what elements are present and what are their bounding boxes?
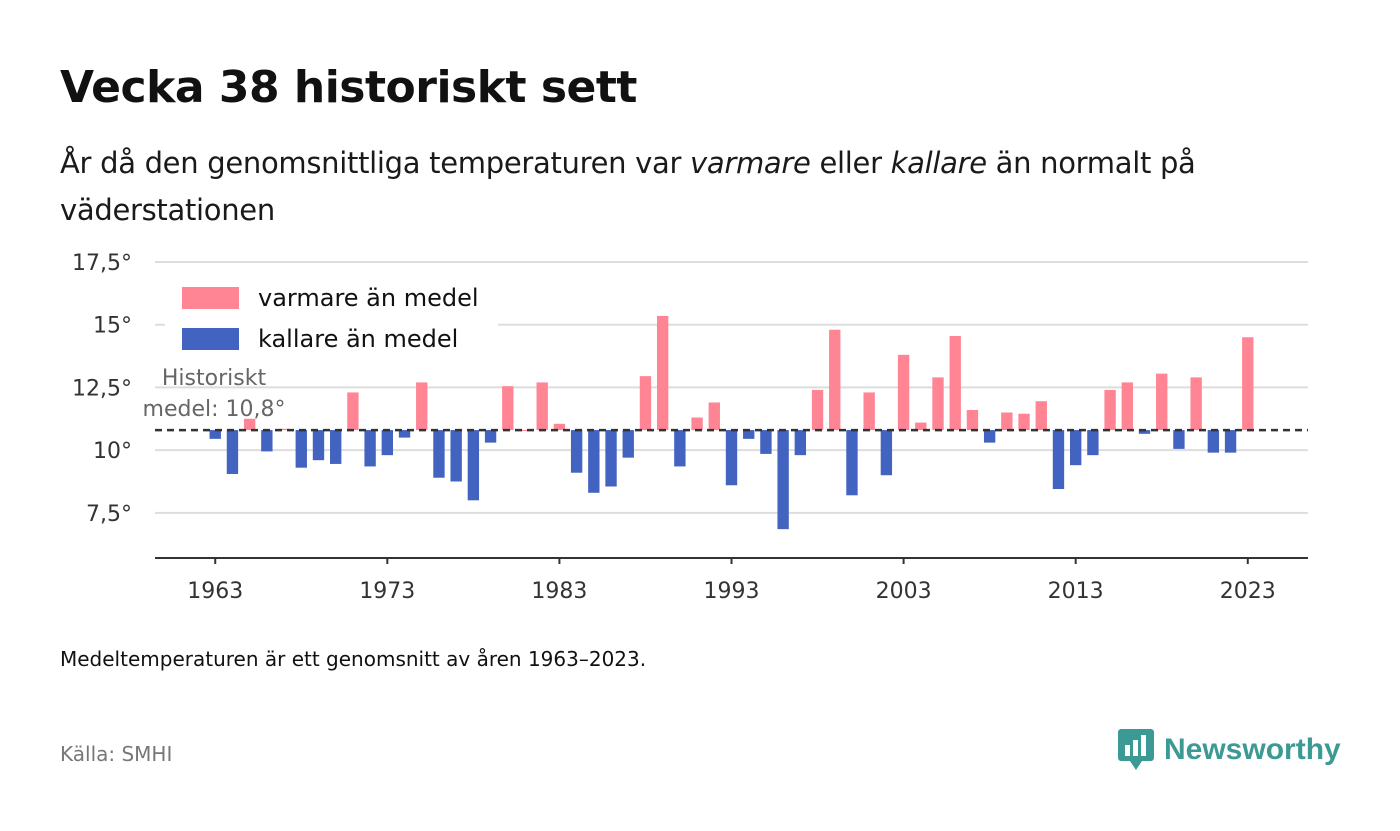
bar-cold — [467, 430, 480, 501]
bar-cold — [570, 430, 583, 473]
bar-warm — [416, 382, 428, 431]
bar-warm — [278, 428, 290, 431]
bar-warm — [1190, 377, 1202, 431]
bar-cold — [484, 430, 497, 443]
bar-warm — [1121, 382, 1133, 431]
bar-warm — [932, 377, 944, 431]
bar-cold — [846, 430, 858, 496]
legend-swatch-warm — [182, 287, 239, 309]
y-tick-label: 17,5° — [72, 251, 132, 276]
chart-source: Källa: SMHI — [60, 742, 173, 766]
bar-warm — [897, 354, 910, 431]
x-tick-label: 2003 — [876, 579, 932, 604]
x-tick-label: 1983 — [531, 579, 587, 604]
bar-warm — [1242, 337, 1254, 431]
legend-label-warm: varmare än medel — [258, 284, 479, 312]
bar-cold — [433, 430, 445, 478]
bar-cold — [398, 430, 411, 438]
bar-cold — [743, 430, 755, 439]
x-tick-label: 1973 — [359, 579, 415, 604]
subtitle-cold-word: kallare — [890, 146, 987, 180]
bar-warm — [347, 392, 359, 431]
bar-cold — [1070, 430, 1082, 466]
subtitle-text-1: År då den genomsnittliga temperaturen va… — [60, 146, 691, 180]
bar-warm — [656, 315, 669, 431]
chart-subtitle: År då den genomsnittliga temperaturen va… — [60, 140, 1310, 234]
bar-cold — [381, 430, 393, 456]
bar-cold — [1052, 430, 1065, 490]
bar-warm — [639, 376, 652, 431]
brand-name: Newsworthy — [1164, 733, 1341, 766]
bar-cold — [209, 430, 221, 439]
bar-warm — [1104, 389, 1116, 431]
bar-cold — [588, 430, 600, 493]
chart-footnote: Medeltemperaturen är ett genomsnitt av å… — [60, 647, 647, 671]
newsworthy-logo-icon — [1118, 729, 1154, 770]
bar-cold — [760, 430, 772, 454]
bar-warm — [1156, 373, 1168, 431]
bar-warm — [1001, 412, 1013, 431]
bar-cold — [1138, 430, 1151, 434]
bar-warm — [519, 430, 531, 432]
bar-warm — [536, 382, 548, 431]
subtitle-text-3: än normalt på väderstationen — [60, 146, 1196, 227]
legend-label-cold: kallare än medel — [258, 325, 458, 353]
bar-warm — [915, 422, 927, 431]
bar-cold — [674, 430, 686, 467]
y-tick-label: 15° — [93, 314, 132, 339]
x-tick-label: 2013 — [1048, 579, 1104, 604]
bar-cold — [777, 430, 789, 530]
bar-cold — [880, 430, 893, 476]
bar-warm — [243, 418, 256, 431]
bar-cold — [605, 430, 617, 487]
bar-cold — [725, 430, 738, 486]
bar-cold — [983, 430, 996, 443]
chart-title: Vecka 38 historiskt sett — [60, 62, 637, 113]
baseline-label-line2: medel: 10,8° — [143, 397, 286, 422]
bar-warm — [691, 417, 703, 431]
baseline-label-line1: Historiskt — [162, 366, 267, 391]
newsworthy-logo[interactable]: Newsworthy — [1118, 728, 1341, 772]
bar-warm — [553, 423, 566, 431]
bar-warm — [708, 402, 720, 431]
bar-warm — [949, 336, 961, 431]
bar-warm — [966, 410, 979, 431]
bar-cold — [1207, 430, 1220, 453]
bar-warm — [811, 389, 824, 431]
legend-swatch-cold — [182, 328, 239, 350]
bar-cold — [1173, 430, 1185, 449]
x-tick-label: 1963 — [187, 579, 243, 604]
y-tick-label: 12,5° — [72, 376, 132, 401]
bar-cold — [1224, 430, 1237, 453]
bar-cold — [1087, 430, 1099, 456]
subtitle-warm-word: varmare — [690, 146, 811, 180]
x-tick-label: 2023 — [1220, 579, 1276, 604]
bar-cold — [330, 430, 342, 464]
bar-cold — [261, 430, 273, 452]
subtitle-text-2: eller — [810, 146, 891, 180]
bar-warm — [502, 386, 514, 431]
bar-warm — [1018, 413, 1030, 431]
bar-cold — [295, 430, 307, 468]
bar-warm — [863, 392, 875, 431]
y-tick-label: 7,5° — [86, 502, 132, 527]
bar-cold — [226, 430, 239, 474]
x-tick-label: 1993 — [704, 579, 760, 604]
bar-cold — [312, 430, 325, 461]
temperature-bar-chart: 7,5° 10° 12,5° 15° 17,5° Historiskt medel: 10,… — [72, 251, 1308, 604]
bar-cold — [794, 430, 807, 456]
bar-cold — [622, 430, 634, 458]
y-tick-label: 10° — [93, 439, 132, 464]
bar-cold — [364, 430, 376, 467]
bar-cold — [450, 430, 462, 482]
bar-warm — [829, 329, 841, 431]
bar-warm — [1035, 401, 1047, 431]
